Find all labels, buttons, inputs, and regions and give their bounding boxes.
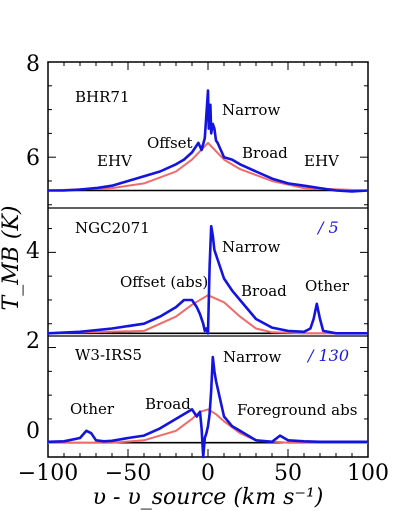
component-label: Other: [70, 400, 115, 418]
fit-curve: [47, 141, 369, 192]
component-label: Broad: [145, 395, 191, 413]
x-tick-labels: −100 −50 0 50 100: [18, 461, 389, 486]
component-label: Broad: [241, 282, 287, 300]
component-label: Other: [305, 277, 350, 295]
panel-label: NGC2071: [75, 219, 150, 237]
spectrum-line: [48, 89, 369, 193]
fit-curve: [47, 294, 368, 335]
component-label: Offset (abs): [120, 273, 208, 291]
panel-label: BHR71: [75, 88, 130, 106]
x-tick-label: −100: [18, 461, 78, 486]
component-label: Offset: [147, 134, 193, 152]
axis-ticks: [47, 61, 369, 457]
spectrum-line: [47, 224, 368, 335]
spectrum-line: [47, 355, 368, 459]
x-tick-label: −50: [105, 461, 151, 486]
x-axis-title: υ - υ_source (km s⁻¹): [93, 485, 324, 510]
component-label: EHV: [304, 152, 340, 170]
x-tick-label: 100: [347, 461, 389, 486]
y-tick-labels: 0 2 4 6 8: [26, 52, 40, 444]
component-label: Narrow: [222, 101, 280, 119]
component-label: Broad: [242, 144, 288, 162]
component-label: Narrow: [223, 348, 281, 366]
y-tick-label: 0: [26, 419, 40, 444]
scale-factor-label: / 130: [306, 346, 349, 365]
y-axis-title: T_MB (K): [0, 206, 24, 311]
component-label: Narrow: [222, 238, 280, 256]
y-tick-label: 2: [26, 329, 40, 354]
panel-label: W3-IRS5: [75, 346, 142, 364]
x-tick-label: 0: [201, 461, 215, 486]
scale-factor-label: / 5: [316, 218, 339, 237]
y-tick-label: 6: [26, 146, 40, 171]
component-label: EHV: [97, 152, 133, 170]
component-label: Foreground abs: [237, 401, 357, 419]
y-tick-label: 8: [26, 52, 40, 77]
spectra: [47, 89, 369, 459]
x-tick-label: 50: [274, 461, 302, 486]
y-tick-label: 4: [26, 239, 40, 264]
